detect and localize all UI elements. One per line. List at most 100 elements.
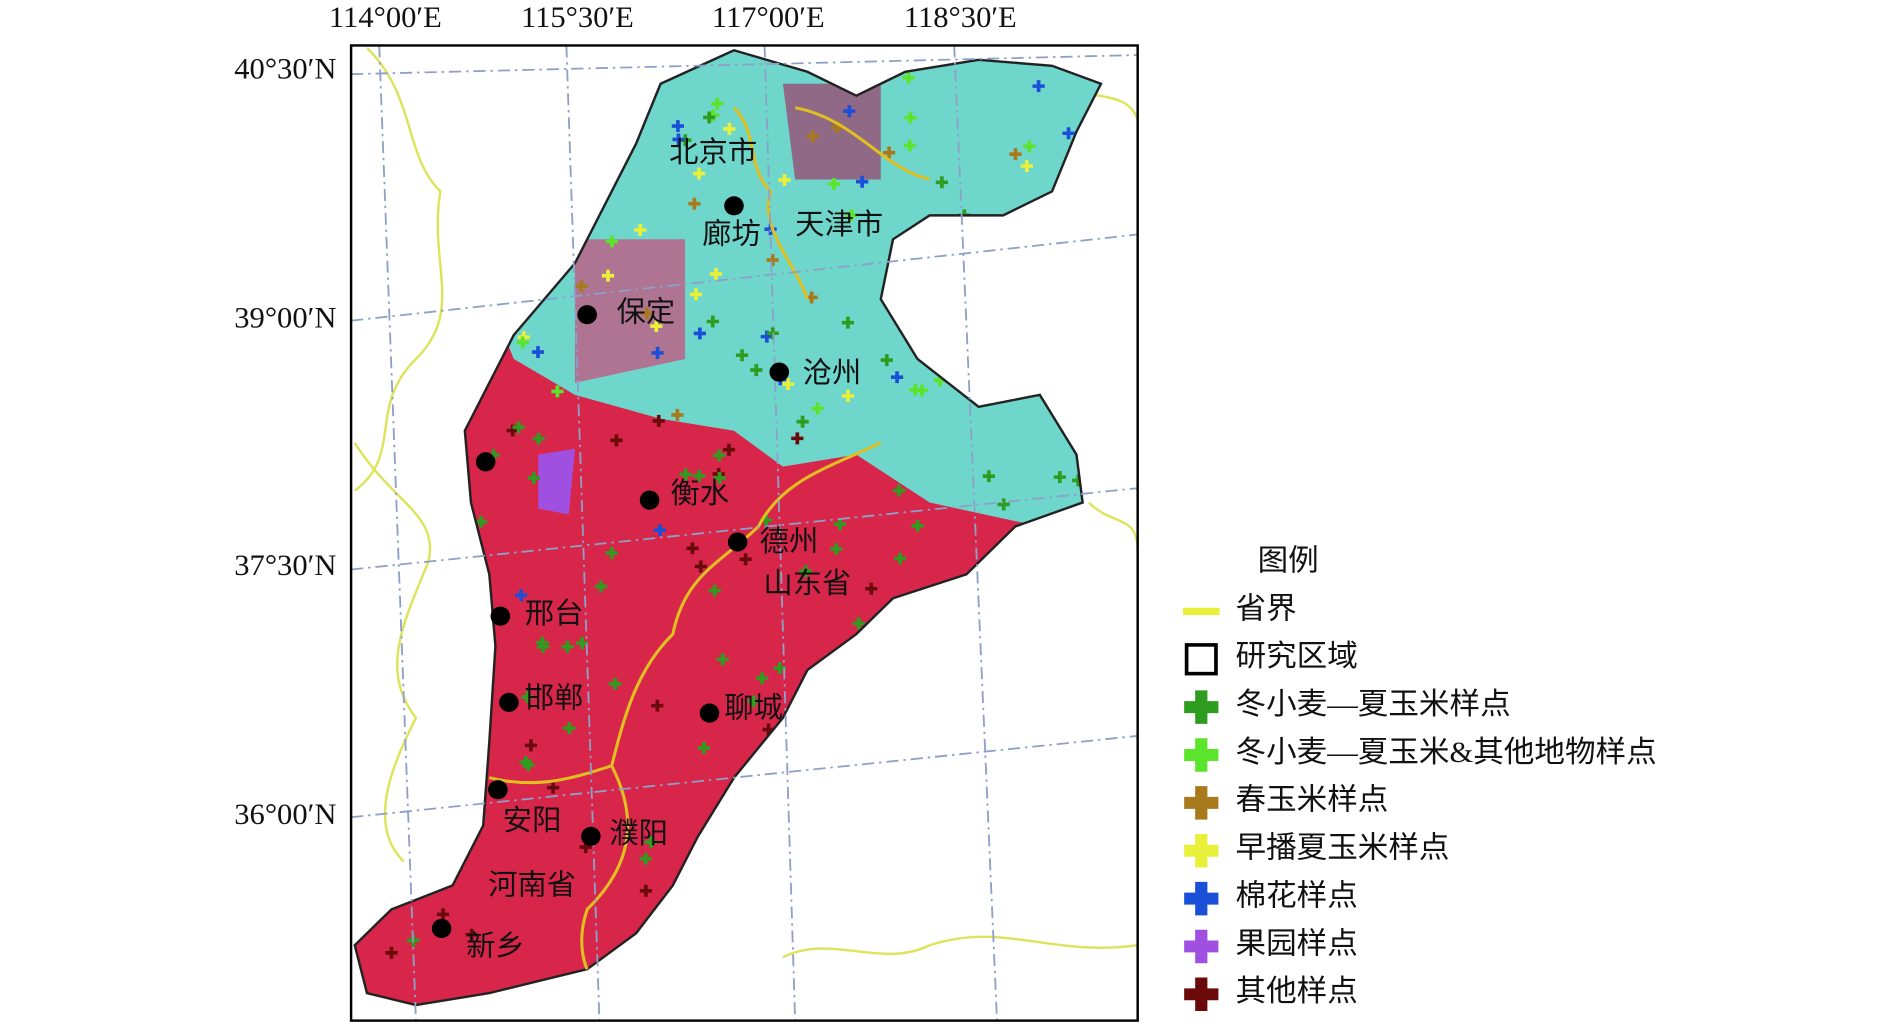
sample-cross: [725, 913, 738, 926]
sample-cross: [651, 346, 664, 359]
sample-cross: [845, 937, 858, 950]
sample-cross: [999, 955, 1012, 968]
sample-cross: [781, 378, 795, 391]
legend-title: 图例: [1258, 544, 1319, 578]
sample-cross: [561, 640, 574, 653]
sample-cross: [446, 829, 459, 842]
sample-cross: [866, 984, 879, 997]
sample-cross: [644, 836, 658, 849]
city-label: 聊城: [724, 692, 783, 725]
sample-cross: [421, 793, 434, 806]
city-dot: [490, 606, 511, 626]
sample-cross: [368, 251, 381, 264]
legend-cross: [1184, 833, 1219, 868]
city-dot: [488, 780, 508, 800]
sample-cross: [385, 946, 398, 959]
city-label: 德州: [760, 525, 819, 558]
sample-cross: [1032, 80, 1045, 93]
sample-cross: [411, 204, 424, 216]
sample-cross: [415, 476, 429, 489]
sample-cross: [1049, 358, 1062, 371]
labels: 114°00′E 115°30′E 117°00′E 118°30′E 40°30′N 3…: [234, 1, 1657, 1012]
legend-line: [1182, 607, 1220, 616]
sample-cross: [478, 115, 491, 128]
sample-cross: [506, 424, 519, 437]
sample-cross: [928, 725, 941, 738]
lat-label: 40°30′N: [234, 52, 336, 86]
sample-cross: [1000, 377, 1013, 390]
sample-cross: [841, 316, 855, 329]
sample-cross: [1075, 655, 1088, 668]
sample-cross: [760, 330, 773, 343]
sample-cross: [679, 468, 692, 481]
sample-cross: [524, 739, 538, 752]
sample-cross: [444, 359, 457, 372]
sample-cross: [390, 293, 403, 306]
legend-label: 冬小麦—夏玉米&其他地物样点: [1236, 735, 1657, 769]
sample-cross: [689, 288, 703, 301]
sample-cross: [845, 209, 858, 222]
sample-cross: [833, 880, 846, 893]
sample-cross: [1053, 471, 1066, 484]
sample-cross: [990, 255, 1003, 268]
sample-cross: [816, 674, 829, 687]
sample-cross: [894, 552, 907, 565]
sample-cross: [471, 311, 484, 324]
sample-cross: [436, 345, 449, 358]
sample-cross: [512, 421, 525, 434]
sample-cross: [811, 402, 824, 415]
sample-cross: [528, 164, 541, 177]
sample-cross: [436, 908, 450, 921]
sample-cross: [711, 97, 724, 110]
sample-cross: [598, 148, 611, 161]
city-dot: [499, 692, 519, 712]
sample-cross: [1045, 50, 1059, 62]
sample-cross: [1059, 903, 1072, 916]
sample-cross: [903, 139, 916, 152]
sample-cross: [547, 781, 560, 794]
city-label: 天津市: [795, 208, 883, 241]
sample-cross: [1054, 630, 1067, 643]
sample-cross: [697, 741, 711, 754]
legend-cross: [1184, 929, 1219, 964]
sample-cross: [411, 249, 425, 262]
sample-cross: [1052, 540, 1066, 553]
sample-cross: [686, 876, 699, 889]
sample-cross: [905, 605, 918, 618]
sample-cross: [830, 543, 843, 556]
sample-cross: [926, 923, 939, 936]
sample-cross: [880, 354, 893, 367]
sample-cross: [366, 357, 379, 370]
sample-cross: [442, 745, 455, 758]
sample-cross: [420, 748, 433, 761]
study-region: [354, 50, 1101, 1006]
sample-cross: [927, 730, 940, 743]
sample-cross: [576, 637, 589, 649]
city-label: 北京市: [669, 136, 757, 169]
legend-cross: [1184, 977, 1219, 1012]
sample-cross: [837, 722, 850, 735]
sample-cross: [766, 254, 779, 267]
sample-cross: [610, 434, 623, 447]
sample-cross: [1045, 338, 1058, 351]
city-dot: [639, 490, 660, 510]
sample-cross: [925, 314, 938, 327]
sample-cross: [716, 653, 729, 666]
sample-cross: [1031, 657, 1044, 670]
sample-cross: [354, 640, 364, 653]
sample-cross: [414, 385, 427, 398]
sample-cross: [791, 432, 804, 445]
sample-cross: [532, 432, 545, 445]
sample-cross: [982, 470, 995, 483]
sample-cross: [902, 71, 915, 84]
legend-cross: [1184, 881, 1219, 916]
city-dot: [581, 826, 601, 846]
sample-cross: [639, 852, 652, 865]
sample-cross: [806, 130, 819, 143]
sample-cross: [1013, 553, 1026, 566]
sample-cross: [883, 146, 896, 159]
sample-cross: [847, 739, 860, 752]
sample-cross: [926, 996, 939, 1006]
sample-cross: [601, 269, 615, 282]
city-dot: [727, 532, 748, 552]
